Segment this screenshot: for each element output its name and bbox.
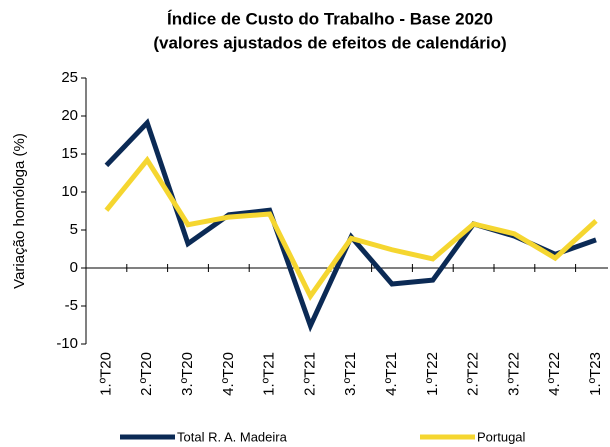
chart-title: Índice de Custo do Trabalho - Base 2020 <box>167 9 493 28</box>
x-tick-label: 1.ºT21 <box>261 352 278 396</box>
y-tick-label: 25 <box>61 69 78 86</box>
x-tick-label: 2.ºT21 <box>301 352 318 396</box>
x-tick-label: 1.ºT20 <box>97 352 114 396</box>
x-tick-label: 4.ºT21 <box>383 352 400 396</box>
chart-subtitle: (valores ajustados de efeitos de calendá… <box>153 33 506 52</box>
x-tick-label: 1.ºT22 <box>424 352 441 396</box>
y-tick-label: -5 <box>65 297 78 314</box>
x-tick-label: 1.ºT23 <box>587 352 604 396</box>
x-tick-label: 2.ºT20 <box>138 352 155 396</box>
x-tick-label: 4.ºT22 <box>546 352 563 396</box>
y-axis-label: Variação homóloga (%) <box>11 133 28 289</box>
x-tick-label: 2.ºT22 <box>465 352 482 396</box>
y-tick-label: 0 <box>70 259 78 276</box>
y-tick-label: 20 <box>61 107 78 124</box>
y-tick-label: 15 <box>61 145 78 162</box>
legend-label: Total R. A. Madeira <box>177 429 288 444</box>
x-tick-label: 3.ºT20 <box>179 352 196 396</box>
y-tick-label: 10 <box>61 183 78 200</box>
y-tick-label: 5 <box>70 221 78 238</box>
y-tick-label: -10 <box>56 335 78 352</box>
x-tick-label: 4.ºT20 <box>220 352 237 396</box>
data-line <box>104 155 598 301</box>
legend-label: Portugal <box>477 429 526 444</box>
x-tick-label: 3.ºT21 <box>342 352 359 396</box>
x-tick-label: 3.ºT22 <box>505 352 522 396</box>
data-line <box>104 118 597 333</box>
